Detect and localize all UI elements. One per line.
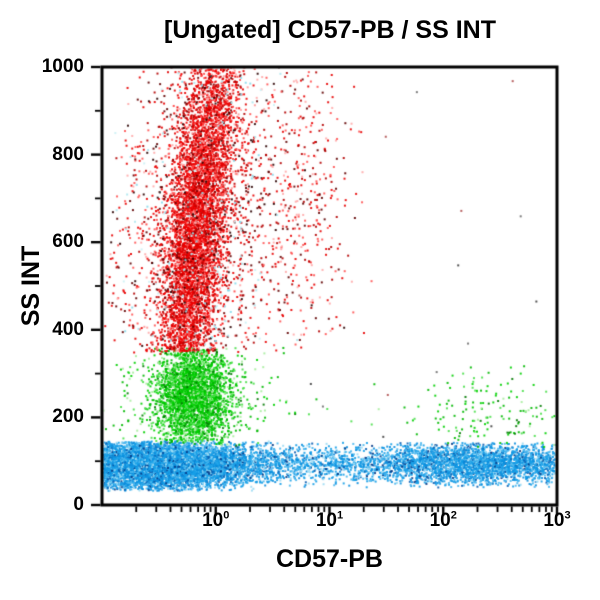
y-tick-label: 0 — [73, 494, 84, 515]
y-tick-label: 600 — [52, 231, 84, 253]
y-tick-label: 200 — [52, 406, 84, 428]
x-tick-label: 103 — [543, 509, 571, 531]
y-tick-label: 400 — [52, 318, 84, 340]
x-tick-label: 100 — [202, 509, 230, 531]
x-tick-label: 102 — [429, 509, 457, 531]
chart-title: [Ungated] CD57-PB / SS INT — [164, 16, 496, 44]
x-tick-label: 101 — [315, 509, 344, 531]
y-tick-label: 1000 — [41, 56, 84, 77]
y-tick-label: 800 — [52, 143, 84, 165]
x-axis-label: CD57-PB — [276, 545, 383, 573]
